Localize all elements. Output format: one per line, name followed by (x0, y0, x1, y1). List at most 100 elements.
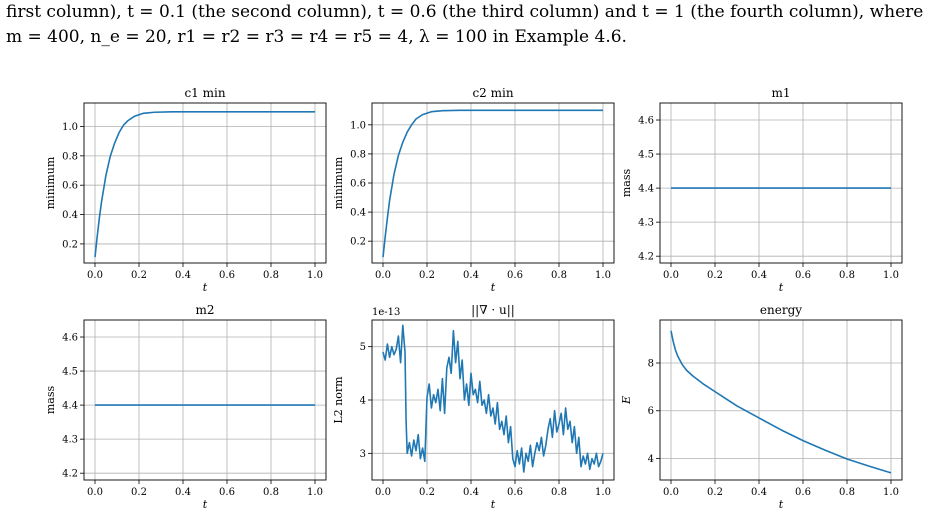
x-tick-label: 0.6 (795, 487, 811, 498)
x-tick-label: 0.6 (795, 270, 811, 281)
axes-frame (371, 319, 615, 481)
axes-frame (83, 102, 327, 264)
y-tick-label: 4.4 (62, 401, 78, 412)
y-tick-label: 4.3 (638, 218, 654, 229)
axes-frame (659, 102, 903, 264)
x-tick-label: 0.6 (507, 270, 523, 281)
y-axis-label: mass (620, 169, 633, 198)
y-tick-label: 6 (648, 406, 654, 417)
x-tick-label: 0.8 (263, 487, 279, 498)
y-tick-label: 0.2 (62, 239, 78, 250)
x-tick-label: 0.4 (463, 487, 479, 498)
axis-offset-label: 1e-13 (372, 307, 400, 318)
chart-title: c2 min (472, 86, 513, 100)
y-tick-label: 4.6 (62, 333, 78, 344)
axes-frame (371, 102, 615, 264)
caption: first column), t = 0.1 (the second colum… (6, 0, 946, 50)
y-tick-label: 4.5 (62, 367, 78, 378)
chart-title: energy (760, 303, 802, 317)
x-axis-label: t (491, 498, 496, 511)
y-tick-label: 4.6 (638, 116, 654, 127)
y-tick-label: 0.6 (62, 181, 78, 192)
series-line (382, 109, 603, 258)
chart-title: c1 min (184, 86, 225, 100)
axes-frame (659, 319, 903, 481)
caption-line-2: m = 400, n_e = 20, r1 = r2 = r3 = r4 = r… (6, 27, 627, 47)
chart-panel-2: 0.0 0.2 0.4 0.6 0.8 1.0 0.2 0.4 0.6 0.8 1.0 c2 min t… (332, 86, 615, 294)
x-tick-label: 0.8 (263, 270, 279, 281)
chart-title: m1 (771, 86, 790, 100)
y-tick-label: 4.2 (638, 252, 654, 263)
x-tick-label: 0.2 (707, 487, 723, 498)
x-tick-label: 0.0 (375, 270, 391, 281)
y-tick-label: 4 (360, 396, 366, 407)
x-tick-label: 0.6 (507, 487, 523, 498)
chart-panel-4: 0.0 0.2 0.4 0.6 0.8 1.0 4.2 4.3 4.4 4.5 4.6 m2 t mass (44, 303, 327, 511)
x-tick-label: 0.2 (131, 487, 147, 498)
y-axis-label: minimum (44, 156, 57, 209)
x-axis-label: t (203, 498, 208, 511)
y-axis-label: minimum (332, 156, 345, 209)
chart-title: m2 (195, 303, 214, 317)
y-tick-label: 4.4 (638, 184, 654, 195)
y-tick-label: 4.2 (62, 469, 78, 480)
y-tick-label: 5 (360, 342, 366, 353)
y-axis-label: E (620, 396, 633, 405)
x-tick-label: 0.8 (551, 487, 567, 498)
series-line (94, 111, 315, 258)
chart-panel-3: 0.0 0.2 0.4 0.6 0.8 1.0 4.2 4.3 4.4 4.5 4.6 m1 t mass (620, 86, 903, 294)
x-tick-label: 0.2 (419, 487, 435, 498)
x-tick-label: 0.8 (839, 270, 855, 281)
x-tick-label: 0.2 (707, 270, 723, 281)
x-tick-label: 1.0 (307, 487, 323, 498)
x-tick-label: 0.0 (87, 270, 103, 281)
x-tick-label: 0.0 (663, 487, 679, 498)
y-axis-label: mass (44, 386, 57, 415)
x-tick-label: 0.2 (419, 270, 435, 281)
caption-line-1: first column), t = 0.1 (the second colum… (6, 2, 924, 22)
y-tick-label: 1.0 (62, 122, 78, 133)
chart-panel-1: 0.0 0.2 0.4 0.6 0.8 1.0 0.2 0.4 0.6 0.8 1.0 c1 min t… (44, 86, 327, 294)
y-tick-label: 0.8 (62, 151, 78, 162)
x-tick-label: 0.4 (463, 270, 479, 281)
y-tick-label: 8 (648, 358, 654, 369)
y-axis-label: L2 norm (332, 376, 345, 424)
x-axis-label: t (779, 281, 784, 294)
y-tick-label: 3 (360, 449, 366, 460)
x-tick-label: 0.0 (375, 487, 391, 498)
chart-panel-5: 0.0 0.2 0.4 0.6 0.8 1.0 3 4 5 ||∇ · u|| t L2 norm 1e… (332, 303, 615, 511)
x-tick-label: 0.4 (175, 270, 191, 281)
x-tick-label: 0.4 (175, 487, 191, 498)
x-tick-label: 0.2 (131, 270, 147, 281)
y-tick-label: 0.4 (350, 208, 366, 219)
x-tick-label: 0.6 (219, 487, 235, 498)
x-tick-label: 0.4 (751, 270, 767, 281)
y-tick-label: 4.3 (62, 435, 78, 446)
x-tick-label: 0.8 (551, 270, 567, 281)
x-tick-label: 1.0 (595, 270, 611, 281)
x-tick-label: 0.6 (219, 270, 235, 281)
x-axis-label: t (203, 281, 208, 294)
x-tick-label: 0.8 (839, 487, 855, 498)
x-tick-label: 1.0 (595, 487, 611, 498)
series-line (670, 330, 892, 474)
x-tick-label: 1.0 (883, 270, 899, 281)
x-tick-label: 0.0 (87, 487, 103, 498)
x-axis-label: t (491, 281, 496, 294)
axes-frame (83, 319, 327, 481)
chart-panel-6: 0.0 0.2 0.4 0.6 0.8 1.0 4 6 8 energy t E (620, 303, 903, 511)
x-tick-label: 0.4 (751, 487, 767, 498)
x-tick-label: 1.0 (883, 487, 899, 498)
y-tick-label: 0.4 (62, 210, 78, 221)
y-tick-label: 0.8 (350, 149, 366, 160)
y-tick-label: 4 (648, 454, 654, 465)
chart-title: ||∇ · u|| (471, 303, 515, 317)
x-tick-label: 1.0 (307, 270, 323, 281)
series-line (382, 324, 604, 473)
x-tick-label: 0.0 (663, 270, 679, 281)
y-tick-label: 4.5 (638, 150, 654, 161)
y-tick-label: 0.6 (350, 179, 366, 190)
y-tick-label: 0.2 (350, 237, 366, 248)
x-axis-label: t (779, 498, 784, 511)
